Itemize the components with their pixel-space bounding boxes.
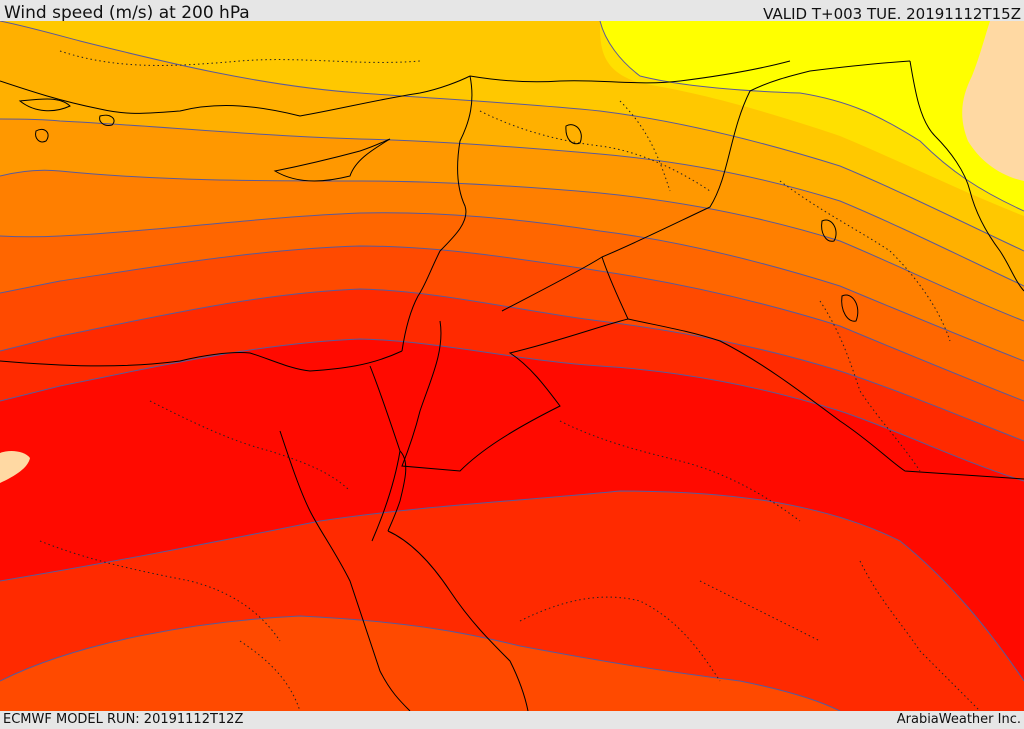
contour-line [0, 288, 1024, 442]
valid-time: VALID T+003 TUE. 20191112T15Z [763, 5, 1021, 23]
contour-lines [0, 21, 1024, 711]
contour-line [0, 245, 1024, 402]
admin-boundary [149, 400, 351, 492]
coastline-cyprus [273, 138, 391, 182]
contour-line [0, 615, 841, 711]
borders-solid [0, 60, 1024, 711]
iran-iraq-border [909, 60, 1024, 292]
map-title: Wind speed (m/s) at 200 hPa [4, 3, 250, 23]
island-outline [35, 128, 49, 143]
gulf-of-aqaba [387, 450, 407, 532]
iraq-saudi-border [627, 318, 1024, 480]
admin-boundary [779, 180, 951, 342]
island-outline [18, 98, 71, 112]
islands [18, 98, 859, 322]
coastline-levant [401, 75, 473, 352]
admin-boundary [699, 580, 821, 642]
island-outline [821, 219, 837, 242]
admin-boundary [819, 300, 921, 472]
admin-boundary [559, 420, 801, 522]
contour-line [0, 338, 1024, 482]
contour-line [0, 21, 1024, 252]
credit: ArabiaWeather Inc. [896, 712, 1021, 727]
iraq-border [501, 60, 911, 312]
wind-speed-map [0, 21, 1024, 711]
coastline-egypt-north [0, 350, 403, 372]
admin-boundary [39, 540, 281, 642]
band-orange-south [0, 616, 840, 711]
island-outline [565, 124, 582, 145]
coastline-turkey-south [0, 75, 471, 117]
contour-line [0, 169, 1024, 322]
contour-line [0, 212, 1024, 362]
island-outline [841, 294, 859, 322]
admin-boundary [859, 560, 981, 711]
turkey-syria-border [469, 60, 791, 84]
band-light [962, 21, 1024, 181]
contour-line [599, 21, 1024, 212]
model-run: ECMWF MODEL RUN: 20191112T12Z [3, 712, 244, 727]
band-yellow [600, 21, 1024, 211]
band-light-west [0, 450, 30, 483]
red-sea-east-coast [387, 530, 529, 711]
jordan-border [401, 256, 629, 472]
red-sea-west-coast [279, 430, 411, 711]
contour-line [0, 490, 1024, 682]
borders-dotted [39, 50, 981, 711]
island-outline [99, 114, 115, 126]
contour-line [0, 118, 1024, 287]
